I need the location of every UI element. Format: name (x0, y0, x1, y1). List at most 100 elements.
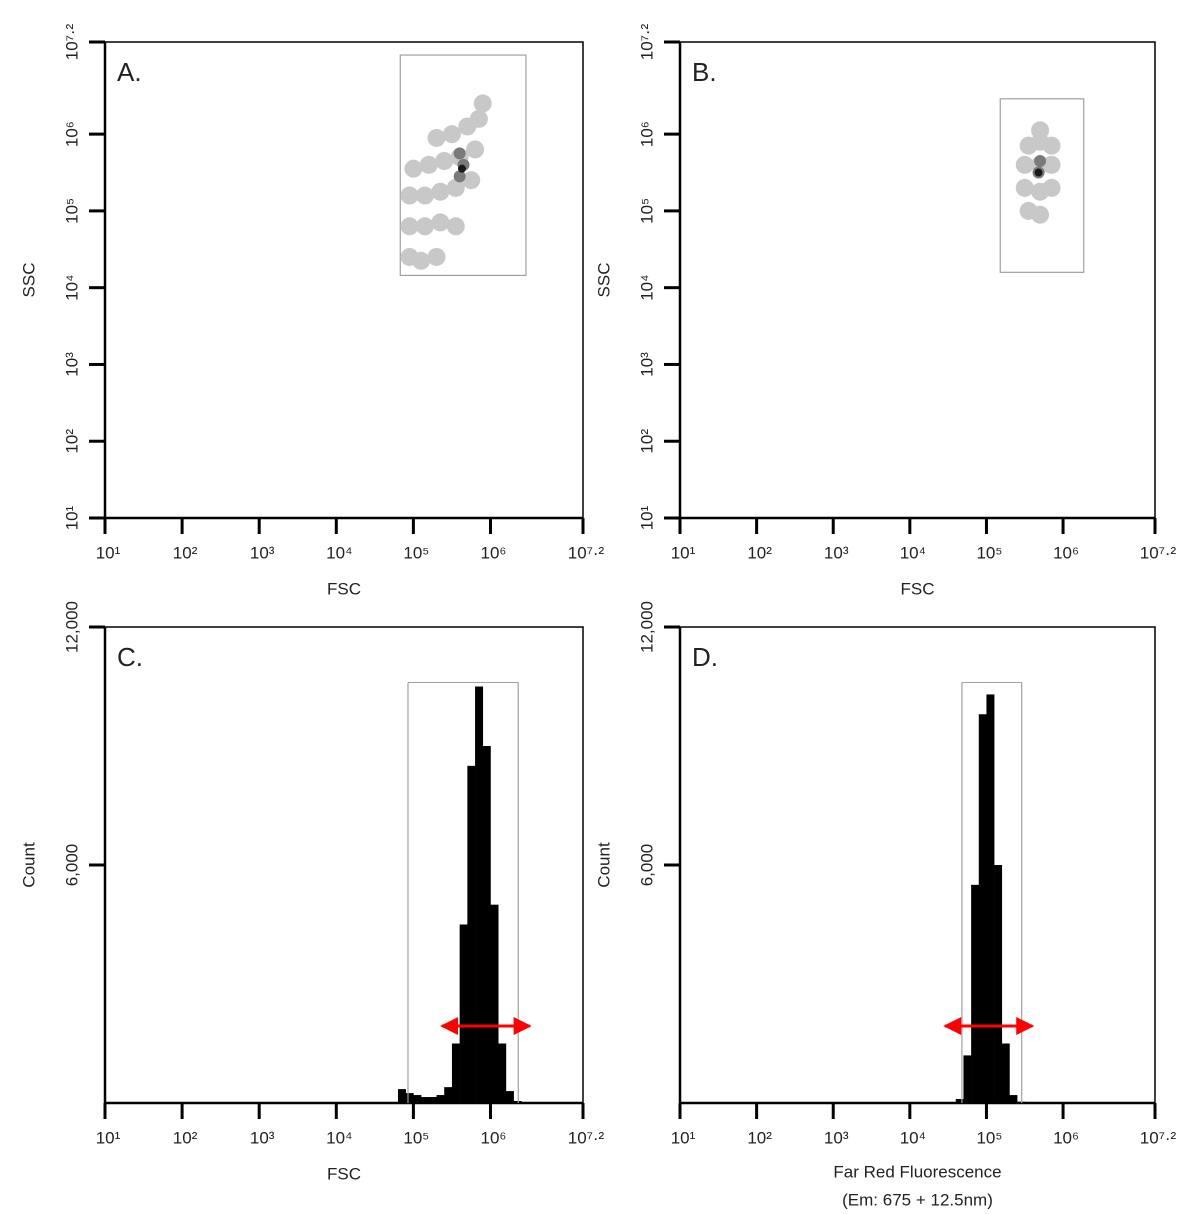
x-tick-label: 10⁶ (1053, 1128, 1079, 1147)
x-tick-label: 10⁷·² (568, 1128, 605, 1147)
x-tick-label: 10⁴ (326, 1128, 352, 1147)
histogram-bar (1001, 1043, 1010, 1103)
y-axis-label: SSC (19, 263, 38, 298)
event-point (446, 217, 465, 236)
histogram-bar (451, 1043, 460, 1103)
x-tick-label: 10³ (250, 543, 275, 562)
x-tick-label: 10¹ (96, 543, 121, 562)
event-point (1015, 178, 1034, 197)
histogram-bar (1017, 1101, 1026, 1103)
y-tick-label: 10³ (637, 352, 656, 377)
histogram-bar (444, 1087, 453, 1103)
x-tick-label: 10⁴ (326, 543, 352, 562)
event-point (446, 178, 465, 197)
plot-frame (679, 626, 1156, 1104)
x-tick-label: 10⁶ (481, 1128, 507, 1147)
x-tick-label: 10⁴ (900, 1128, 926, 1147)
x-tick-label: 10⁵ (403, 1128, 429, 1147)
x-tick-label: 10⁶ (481, 543, 507, 562)
event-point (1031, 205, 1050, 224)
y-tick-label: 10⁷·² (637, 23, 656, 60)
event-point (400, 186, 419, 205)
gate (399, 54, 527, 276)
histogram-bar (467, 765, 476, 1103)
x-tick-label: 10¹ (671, 543, 696, 562)
y-axis-label: Count (19, 842, 38, 888)
x-tick-label: 10¹ (671, 1128, 696, 1147)
panel-label: C. (117, 642, 143, 672)
event-point (400, 217, 419, 236)
histogram-bar (428, 1097, 437, 1103)
y-tick-label: 10⁴ (637, 275, 656, 301)
x-tick-label: 10¹ (96, 1128, 121, 1147)
histogram-bar (986, 694, 995, 1103)
event-point (469, 109, 488, 128)
y-tick-label: 10⁶ (62, 121, 81, 147)
x-axis-label: FSC (327, 579, 361, 598)
event-point (412, 251, 431, 270)
histogram-bar (436, 1095, 445, 1103)
histogram-bar (978, 714, 987, 1103)
x-tick-label: 10² (173, 543, 198, 562)
y-tick-label: 10⁶ (637, 121, 656, 147)
panel-label: B. (692, 57, 717, 87)
x-tick-label: 10³ (824, 543, 849, 562)
y-tick-label: 6,000 (62, 844, 81, 887)
event-point (427, 247, 446, 266)
x-axis-label: (Em: 675 + 12.5nm) (842, 1190, 993, 1209)
histogram-bar (405, 1093, 414, 1103)
histogram-bar (421, 1097, 430, 1103)
x-tick-label: 10⁵ (976, 543, 1002, 562)
x-tick-label: 10⁷·² (1140, 543, 1177, 562)
event-point (415, 217, 434, 236)
event-point (1042, 136, 1061, 155)
event-point (419, 155, 438, 174)
x-axis-label: FSC (327, 1164, 361, 1183)
event-point (466, 140, 485, 159)
event-point (431, 182, 450, 201)
y-tick-label: 10³ (62, 352, 81, 377)
x-tick-label: 10⁷·² (568, 543, 605, 562)
event-point (431, 213, 450, 232)
x-axis-label: Far Red Fluorescence (833, 1162, 1001, 1181)
x-tick-label: 10² (747, 543, 772, 562)
y-tick-label: 6,000 (637, 844, 656, 887)
y-axis-label: Count (594, 842, 613, 888)
y-tick-label: 10⁵ (637, 198, 656, 224)
histogram-bar (498, 1043, 507, 1103)
event-point (1042, 178, 1061, 197)
histogram-bar (459, 924, 468, 1103)
event-point (442, 125, 461, 144)
x-tick-label: 10⁵ (976, 1128, 1002, 1147)
event-point (427, 128, 446, 147)
histogram-bar (955, 1099, 964, 1103)
panel-label: D. (692, 642, 718, 672)
y-tick-label: 10⁵ (62, 198, 81, 224)
event-point (435, 151, 454, 170)
y-tick-label: 10² (62, 429, 81, 454)
histogram-bar (971, 884, 980, 1103)
x-tick-label: 10² (173, 1128, 198, 1147)
y-tick-label: 10¹ (637, 505, 656, 530)
histogram-bar (490, 904, 499, 1103)
y-tick-label: 10² (637, 429, 656, 454)
event-point (453, 170, 466, 183)
y-tick-label: 12,000 (637, 601, 656, 653)
gate (999, 98, 1085, 273)
event-point (1034, 168, 1043, 177)
histogram-bar (475, 686, 484, 1103)
event-point (453, 147, 466, 160)
x-tick-label: 10⁴ (900, 543, 926, 562)
event-point (457, 164, 466, 173)
x-tick-label: 10⁷·² (1140, 1128, 1177, 1147)
panel-label: A. (117, 57, 142, 87)
event-point (404, 159, 423, 178)
histogram-bar (413, 1095, 422, 1103)
x-axis-label: FSC (901, 579, 935, 598)
x-tick-label: 10³ (824, 1128, 849, 1147)
plot-frame (104, 626, 584, 1104)
y-tick-label: 10⁷·² (62, 23, 81, 60)
histogram-bar (397, 1089, 406, 1103)
event-point (1031, 121, 1050, 140)
